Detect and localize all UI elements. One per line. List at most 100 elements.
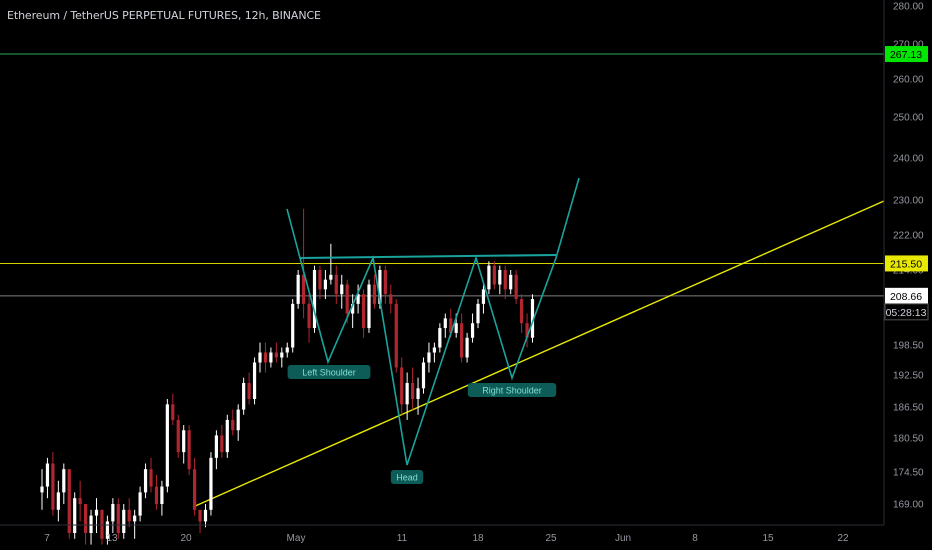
candle-body <box>302 274 306 304</box>
candle-body <box>285 347 289 353</box>
candle-body <box>460 323 464 358</box>
time-tick-label: Jun <box>615 533 631 544</box>
candle-body <box>427 352 431 363</box>
pattern-label: Right Shoulder <box>482 386 542 396</box>
candle-body <box>203 509 208 522</box>
candle-body <box>334 274 338 295</box>
candle-body <box>236 409 240 431</box>
candle-body <box>94 509 99 516</box>
candle-body <box>220 435 224 453</box>
candle-body <box>361 294 366 329</box>
candle-body <box>67 469 71 533</box>
candle-body <box>62 469 66 493</box>
candle-body <box>171 404 175 420</box>
countdown-box <box>884 303 929 321</box>
chart-title: Ethereum / TetherUS PERPETUAL FUTURES, 1… <box>7 9 321 22</box>
candle-body <box>492 265 496 285</box>
pattern-label-box <box>287 365 371 379</box>
candle-body <box>372 284 377 304</box>
candle-body <box>525 323 529 338</box>
candle-body <box>40 486 44 493</box>
countdown-label: 05:28:13 <box>886 307 927 319</box>
candle-body <box>51 463 55 510</box>
time-tick-label: May <box>287 533 306 544</box>
pattern-label: Left Shoulder <box>302 368 356 378</box>
price-tick-label: 230.00 <box>893 196 924 207</box>
price-tick-label: 192.50 <box>893 371 924 382</box>
candle-body <box>105 521 109 539</box>
price-tag-label: 208.66 <box>890 291 922 303</box>
candle-body <box>356 294 360 304</box>
candle-body <box>411 383 415 399</box>
candle-body <box>209 457 213 510</box>
price-tick-label: 270.00 <box>893 40 924 51</box>
candle-body <box>432 347 436 353</box>
candle-body <box>520 299 524 324</box>
price-tick-label: 260.00 <box>893 75 924 86</box>
candle-body <box>476 303 480 324</box>
candle-body <box>122 509 126 533</box>
price-tick-label: 240.00 <box>893 154 924 165</box>
candle-body <box>231 419 235 431</box>
time-tick-label: 22 <box>837 533 849 544</box>
candle-body <box>530 299 535 338</box>
candle-body <box>345 284 349 314</box>
candle-body <box>187 430 191 470</box>
candle-body <box>481 289 486 304</box>
candle-body <box>465 337 469 358</box>
price-tag <box>885 255 928 272</box>
candle-body <box>127 509 131 522</box>
candle-body <box>312 270 317 329</box>
candle-body <box>100 509 104 539</box>
time-tick-label: 18 <box>472 533 484 544</box>
candles <box>40 208 535 545</box>
candle-body <box>503 270 507 290</box>
candle-body <box>198 509 202 522</box>
candle-body <box>514 274 518 300</box>
price-tag-label: 215.50 <box>890 258 922 270</box>
candle-body <box>323 279 327 290</box>
pattern-label: Head <box>396 473 418 483</box>
candle-body <box>318 270 322 290</box>
candle-body <box>214 435 218 458</box>
candle-body <box>405 383 409 405</box>
candle-body <box>351 303 355 314</box>
time-tick-label: 13 <box>106 533 118 544</box>
price-tag <box>885 46 928 63</box>
candle-body <box>78 498 82 504</box>
time-tick-label: 15 <box>762 533 774 544</box>
candle-body <box>291 303 295 348</box>
candle-body <box>383 270 387 295</box>
candle-body <box>143 469 148 493</box>
candle-body <box>165 404 169 487</box>
time-tick-label: 25 <box>545 533 557 544</box>
candle-body <box>449 318 453 333</box>
pattern-label-box <box>467 383 557 397</box>
candle-body <box>498 270 502 285</box>
time-tick-label: 8 <box>692 533 698 544</box>
candle-body <box>509 274 513 290</box>
price-tick-label: 169.00 <box>893 500 924 511</box>
trend-line <box>192 200 885 508</box>
time-tick-label: 20 <box>180 533 192 544</box>
candle-body <box>225 419 229 453</box>
candle-body <box>367 284 371 329</box>
price-tag-label: 267.13 <box>890 49 922 61</box>
time-tick-label: 7 <box>44 533 50 544</box>
candle-body <box>340 284 344 295</box>
candle-body <box>394 303 398 368</box>
candle-body <box>138 492 142 516</box>
candle-body <box>154 486 159 504</box>
price-tick-label: 180.50 <box>893 434 924 445</box>
candle-body <box>280 352 284 358</box>
candle-body <box>149 469 153 487</box>
candle-body <box>45 463 50 487</box>
price-tick-label: 280.00 <box>893 2 924 13</box>
candle-body <box>470 323 475 338</box>
candle-body <box>176 419 180 453</box>
candle-body <box>263 352 268 363</box>
candle-body <box>296 274 300 304</box>
candle-body <box>378 270 382 304</box>
candle-body <box>416 388 420 399</box>
